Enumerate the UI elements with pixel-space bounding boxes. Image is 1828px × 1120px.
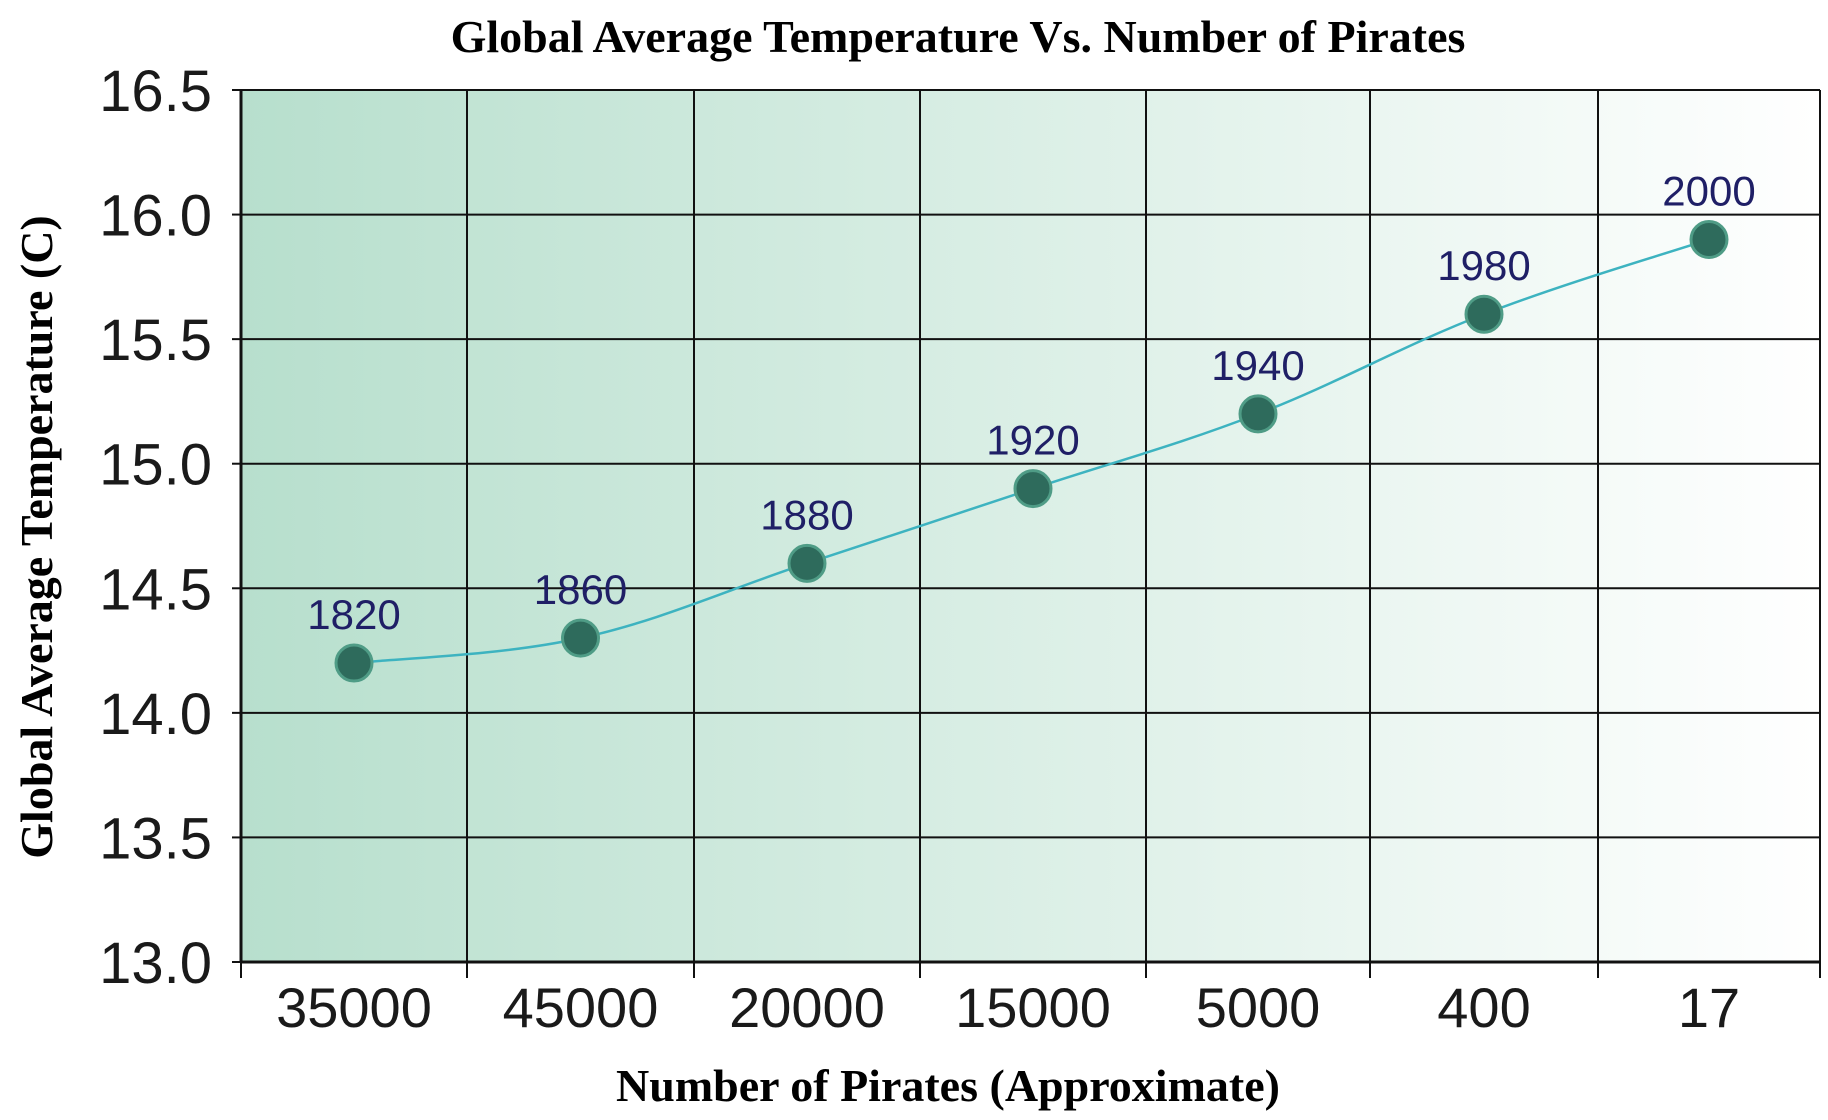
x-tick-label: 5000 xyxy=(1196,976,1321,1039)
x-tick-label: 20000 xyxy=(729,976,885,1039)
y-tick-label: 14.5 xyxy=(99,557,212,622)
y-tick-label: 16.0 xyxy=(99,184,212,249)
data-label: 1880 xyxy=(760,491,853,538)
y-tick-label: 13.0 xyxy=(99,931,212,996)
data-point xyxy=(561,618,600,658)
data-label: 2000 xyxy=(1662,167,1755,214)
axes xyxy=(232,89,1821,978)
data-point xyxy=(1013,469,1053,509)
x-tick-label: 17 xyxy=(1678,976,1740,1039)
y-tick-label: 16.5 xyxy=(99,59,212,124)
y-tick-label: 13.5 xyxy=(99,806,212,871)
data-label: 1860 xyxy=(534,566,627,613)
x-tick-labels: 35000 45000 20000 15000 5000 400 17 xyxy=(276,976,1740,1039)
y-tick-label: 14.0 xyxy=(99,682,212,747)
data-label: 1820 xyxy=(307,591,400,638)
data-point xyxy=(787,543,827,583)
y-tick-label: 15.0 xyxy=(99,433,212,498)
x-tick-label: 15000 xyxy=(955,976,1111,1039)
x-tick-label: 45000 xyxy=(503,976,659,1039)
grid xyxy=(240,89,1821,962)
x-tick-label: 35000 xyxy=(276,976,432,1039)
chart-title: Global Average Temperature Vs. Number of… xyxy=(451,11,1466,62)
data-point xyxy=(1464,294,1504,334)
data-label: 1920 xyxy=(986,417,1079,464)
data-label: 1980 xyxy=(1437,242,1530,289)
data-series: 1820 1860 1880 1920 1940 1980 2000 xyxy=(307,167,1756,683)
plot-background xyxy=(241,90,1820,962)
data-point xyxy=(1689,219,1729,259)
y-axis-label: Global Average Temperature (C) xyxy=(11,215,62,858)
data-point xyxy=(1238,394,1278,434)
y-tick-labels: 13.0 13.5 14.0 14.5 15.0 15.5 16.0 16.5 xyxy=(99,59,212,996)
y-tick-label: 15.5 xyxy=(99,308,212,373)
data-point xyxy=(334,643,374,683)
x-axis-label: Number of Pirates (Approximate) xyxy=(616,1060,1280,1111)
x-tick-label: 400 xyxy=(1437,976,1530,1039)
data-label: 1940 xyxy=(1211,342,1304,389)
